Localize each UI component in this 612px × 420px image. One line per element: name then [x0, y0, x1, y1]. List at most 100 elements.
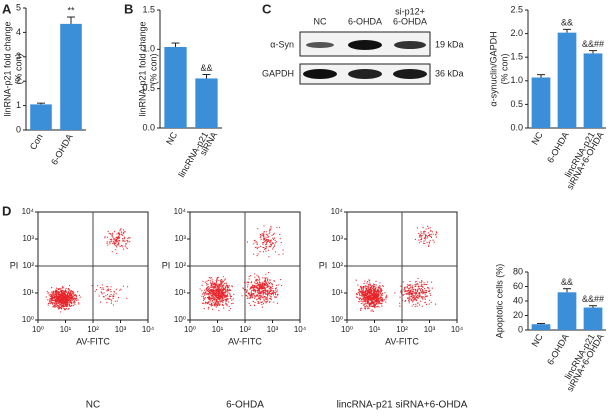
flow-event [278, 254, 280, 256]
flow-event [64, 308, 67, 310]
flow-event [128, 237, 130, 239]
flow-event [381, 299, 384, 301]
flow-event [422, 231, 425, 233]
flow-event [378, 303, 380, 305]
flow-event [63, 292, 65, 294]
flow-event [361, 307, 363, 309]
flow-event [213, 286, 215, 288]
flow-event [433, 241, 435, 243]
flow-event [404, 300, 406, 302]
flow-event [55, 290, 57, 292]
flow-event [215, 290, 217, 292]
flow-event [113, 295, 115, 297]
flow-event [264, 277, 267, 280]
blot-band [348, 40, 382, 50]
flow-event [204, 303, 206, 305]
flow-event [385, 298, 387, 300]
flow-event [108, 298, 110, 300]
flow-event [207, 297, 209, 299]
flow-event [211, 284, 213, 286]
flow-event [362, 295, 364, 297]
flow-event [206, 302, 208, 305]
flow-event [213, 293, 215, 295]
flow-event [104, 236, 106, 238]
flow-event [64, 298, 66, 300]
flow-event [357, 291, 359, 293]
flow-event [360, 298, 363, 301]
flow-event [218, 297, 220, 299]
flow-event [271, 292, 273, 294]
flow-event [203, 293, 205, 295]
y-tick-label: 0.5 [142, 83, 155, 93]
y-tick-label: 10⁰ [331, 315, 343, 324]
flow-event [116, 252, 118, 254]
flow-event [219, 293, 221, 295]
flow-event [413, 291, 415, 293]
flow-event [378, 306, 380, 308]
flow-event [218, 292, 220, 294]
flow-event [60, 304, 63, 306]
flow-event [50, 296, 52, 298]
flow-event [60, 311, 62, 313]
flow-event [201, 295, 203, 297]
flow-event [71, 291, 73, 293]
flow-event [53, 305, 55, 308]
flow-event [271, 285, 273, 287]
flow-event [380, 298, 382, 300]
y-axis-label: (% con) [148, 53, 158, 84]
flow-event [264, 279, 266, 282]
flow-event [112, 242, 114, 245]
y-tick-label: 0 [518, 324, 523, 334]
flow-event [364, 290, 366, 293]
flow-event [111, 233, 113, 235]
flow-event [214, 300, 216, 302]
flow-event [226, 295, 229, 297]
flow-event [257, 300, 259, 303]
flow-event [426, 281, 429, 283]
flow-event [115, 246, 118, 248]
flow-event [62, 304, 64, 306]
flow-event [228, 285, 230, 287]
flow-event [360, 286, 362, 289]
flow-event [217, 295, 220, 298]
flow-event [377, 286, 379, 288]
flow-event [60, 298, 62, 301]
flow-event [210, 289, 213, 292]
flow-event [68, 289, 70, 291]
flow-event [367, 298, 369, 300]
flow-event [228, 305, 230, 307]
flow-event [263, 298, 265, 300]
flow-event [265, 297, 267, 299]
flow-event [265, 238, 267, 240]
flow-event [372, 305, 374, 307]
flow-event [202, 302, 205, 304]
flow-event [57, 302, 59, 304]
flow-event [69, 300, 71, 302]
flow-event [221, 285, 223, 287]
flow-event [211, 277, 213, 279]
flow-event [67, 297, 69, 299]
flow-event [404, 291, 406, 293]
flow-event [372, 294, 374, 297]
flow-event [258, 279, 260, 282]
flow-event [223, 297, 225, 299]
flow-event [225, 289, 227, 291]
flow-event [250, 281, 253, 283]
flow-event [404, 289, 407, 291]
flow-event [263, 246, 265, 249]
flow-event [260, 295, 262, 297]
flow-event [215, 279, 217, 282]
flow-event [411, 286, 413, 289]
flow-event [110, 238, 112, 241]
flow-event [66, 304, 68, 306]
flow-event [119, 245, 121, 248]
flow-event [266, 241, 268, 244]
flow-event [65, 300, 67, 302]
flow-event [211, 300, 214, 302]
flow-event [366, 290, 368, 292]
y-axis-label: Apoptotic cells (%) [494, 264, 504, 339]
flow-event [117, 296, 120, 299]
flow-event [115, 288, 117, 290]
y-tick-label: 0.0 [510, 122, 523, 132]
flow-event [256, 278, 258, 280]
